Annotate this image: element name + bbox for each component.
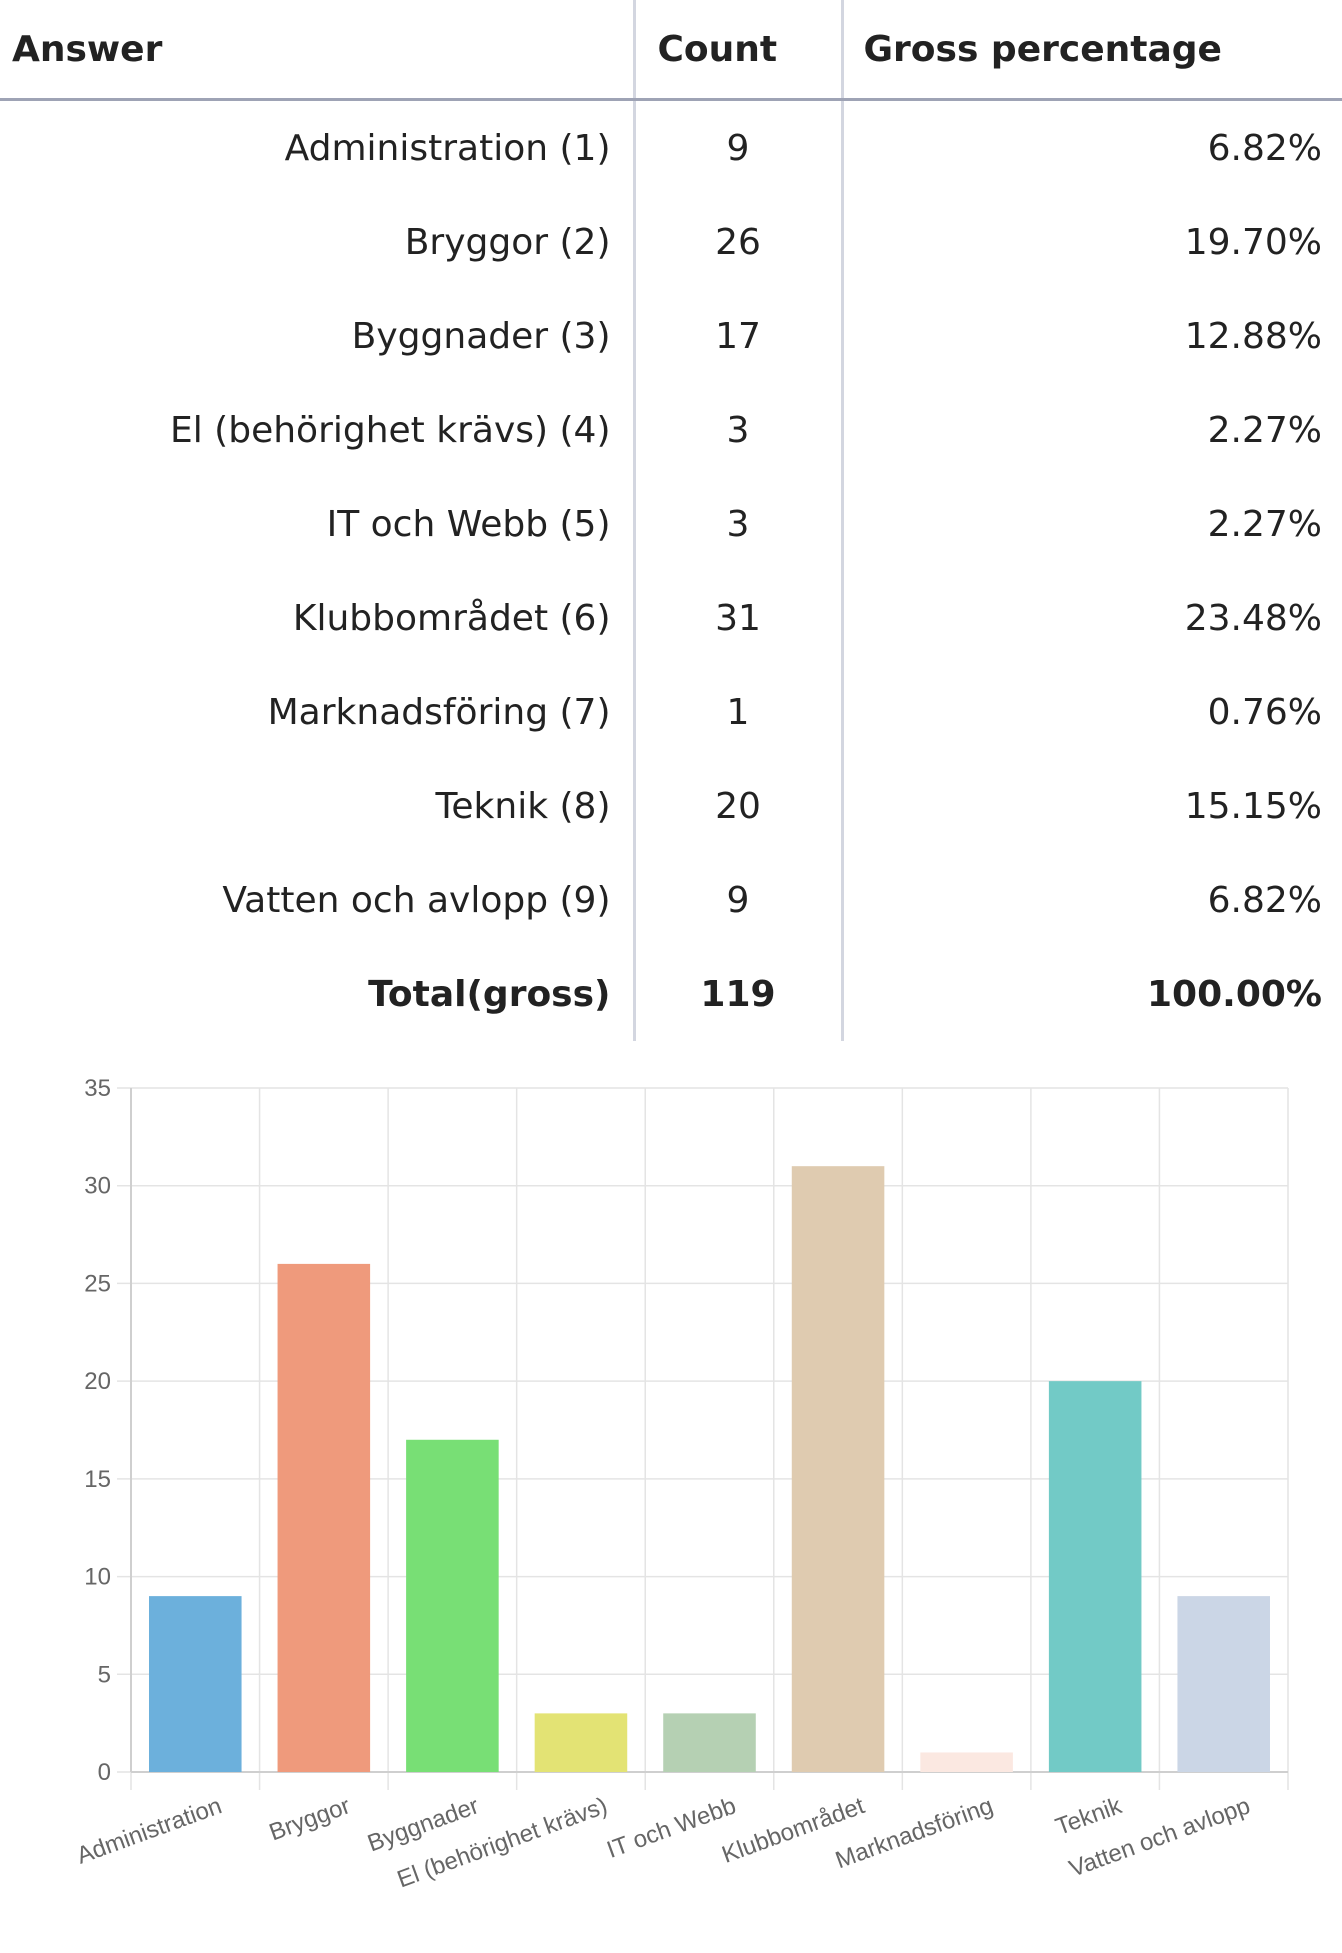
count-cell: 9 [632, 99, 842, 195]
answer-cell: Total(gross) [368, 973, 611, 1015]
bar[interactable] [277, 1263, 371, 1772]
count-cell: 31 [632, 571, 842, 665]
table-row: Teknik (8) 20 15.15% [0, 759, 1342, 853]
percentage-cell: 6.82% [840, 99, 1342, 195]
percentage-cell: 2.27% [840, 383, 1342, 477]
y-tick-label: 15 [84, 1466, 111, 1493]
count-cell: 26 [632, 195, 842, 289]
table-row: El (behörighet krävs) (4) 3 2.27% [0, 383, 1342, 477]
answer-cell: Klubbområdet (6) [292, 597, 611, 639]
percentage-cell: 12.88% [840, 289, 1342, 383]
percentage-cell: 2.27% [840, 477, 1342, 571]
table-row: Klubbområdet (6) 31 23.48% [0, 571, 1342, 665]
x-category-label: IT och Webb [603, 1792, 739, 1864]
total-row: Total(gross) 119 100.00% [0, 947, 1342, 1041]
y-tick-label: 30 [84, 1173, 111, 1200]
answer-cell: Teknik (8) [435, 785, 611, 827]
y-tick-label: 5 [98, 1661, 111, 1688]
header-gross-percentage[interactable]: Gross percentage [840, 0, 1342, 101]
count-cell: 3 [632, 383, 842, 477]
count-cell: 119 [632, 947, 842, 1041]
answer-cell: Byggnader (3) [351, 315, 611, 357]
table-body: Administration (1) 9 6.82% Bryggor (2) 26 19.… [0, 99, 1342, 1041]
answer-cell: Vatten och avlopp (9) [222, 879, 611, 921]
bar[interactable] [1177, 1596, 1271, 1772]
x-category-label: Administration [73, 1792, 225, 1869]
answer-cell: Administration (1) [284, 127, 611, 169]
table-row: Vatten och avlopp (9) 9 6.82% [0, 853, 1342, 947]
percentage-cell: 100.00% [840, 947, 1342, 1041]
percentage-cell: 15.15% [840, 759, 1342, 853]
chart-bars [148, 1166, 1271, 1772]
bar[interactable] [920, 1752, 1013, 1772]
count-cell: 9 [632, 853, 842, 947]
bar[interactable] [148, 1596, 242, 1772]
bar[interactable] [791, 1166, 885, 1772]
y-tick-label: 10 [84, 1564, 111, 1591]
count-cell: 20 [632, 759, 842, 853]
header-answer[interactable]: Answer [0, 0, 634, 101]
x-category-label: Teknik [1052, 1792, 1126, 1841]
bar[interactable] [1048, 1381, 1142, 1772]
percentage-cell: 6.82% [840, 853, 1342, 947]
y-tick-label: 0 [98, 1759, 111, 1786]
count-cell: 17 [632, 289, 842, 383]
count-cell: 1 [632, 665, 842, 759]
percentage-cell: 23.48% [840, 571, 1342, 665]
table-row: Marknadsföring (7) 1 0.76% [0, 665, 1342, 759]
y-tick-label: 35 [84, 1075, 111, 1102]
x-category-label: El (behörighet krävs) [394, 1792, 611, 1893]
table-row: Administration (1) 9 6.82% [0, 99, 1342, 195]
results-table: Answer Count Gross percentage Administra… [0, 0, 1342, 1041]
bar[interactable] [534, 1713, 628, 1772]
answer-cell: Marknadsföring (7) [267, 691, 611, 733]
answer-cell: IT och Webb (5) [326, 503, 611, 545]
table-row: IT och Webb (5) 3 2.27% [0, 477, 1342, 571]
count-cell: 3 [632, 477, 842, 571]
header-count[interactable]: Count [632, 0, 842, 101]
bar[interactable] [663, 1713, 756, 1772]
table-row: Byggnader (3) 17 12.88% [0, 289, 1342, 383]
bar[interactable] [406, 1439, 499, 1772]
percentage-cell: 0.76% [840, 665, 1342, 759]
percentage-cell: 19.70% [840, 195, 1342, 289]
x-category-label: Bryggor [266, 1792, 354, 1846]
answer-cell: El (behörighet krävs) (4) [169, 409, 611, 451]
y-tick-label: 25 [84, 1270, 111, 1297]
answer-cell: Bryggor (2) [404, 221, 611, 263]
y-tick-label: 20 [84, 1368, 111, 1395]
table-header-row: Answer Count Gross percentage [0, 0, 1342, 101]
table-row: Bryggor (2) 26 19.70% [0, 195, 1342, 289]
